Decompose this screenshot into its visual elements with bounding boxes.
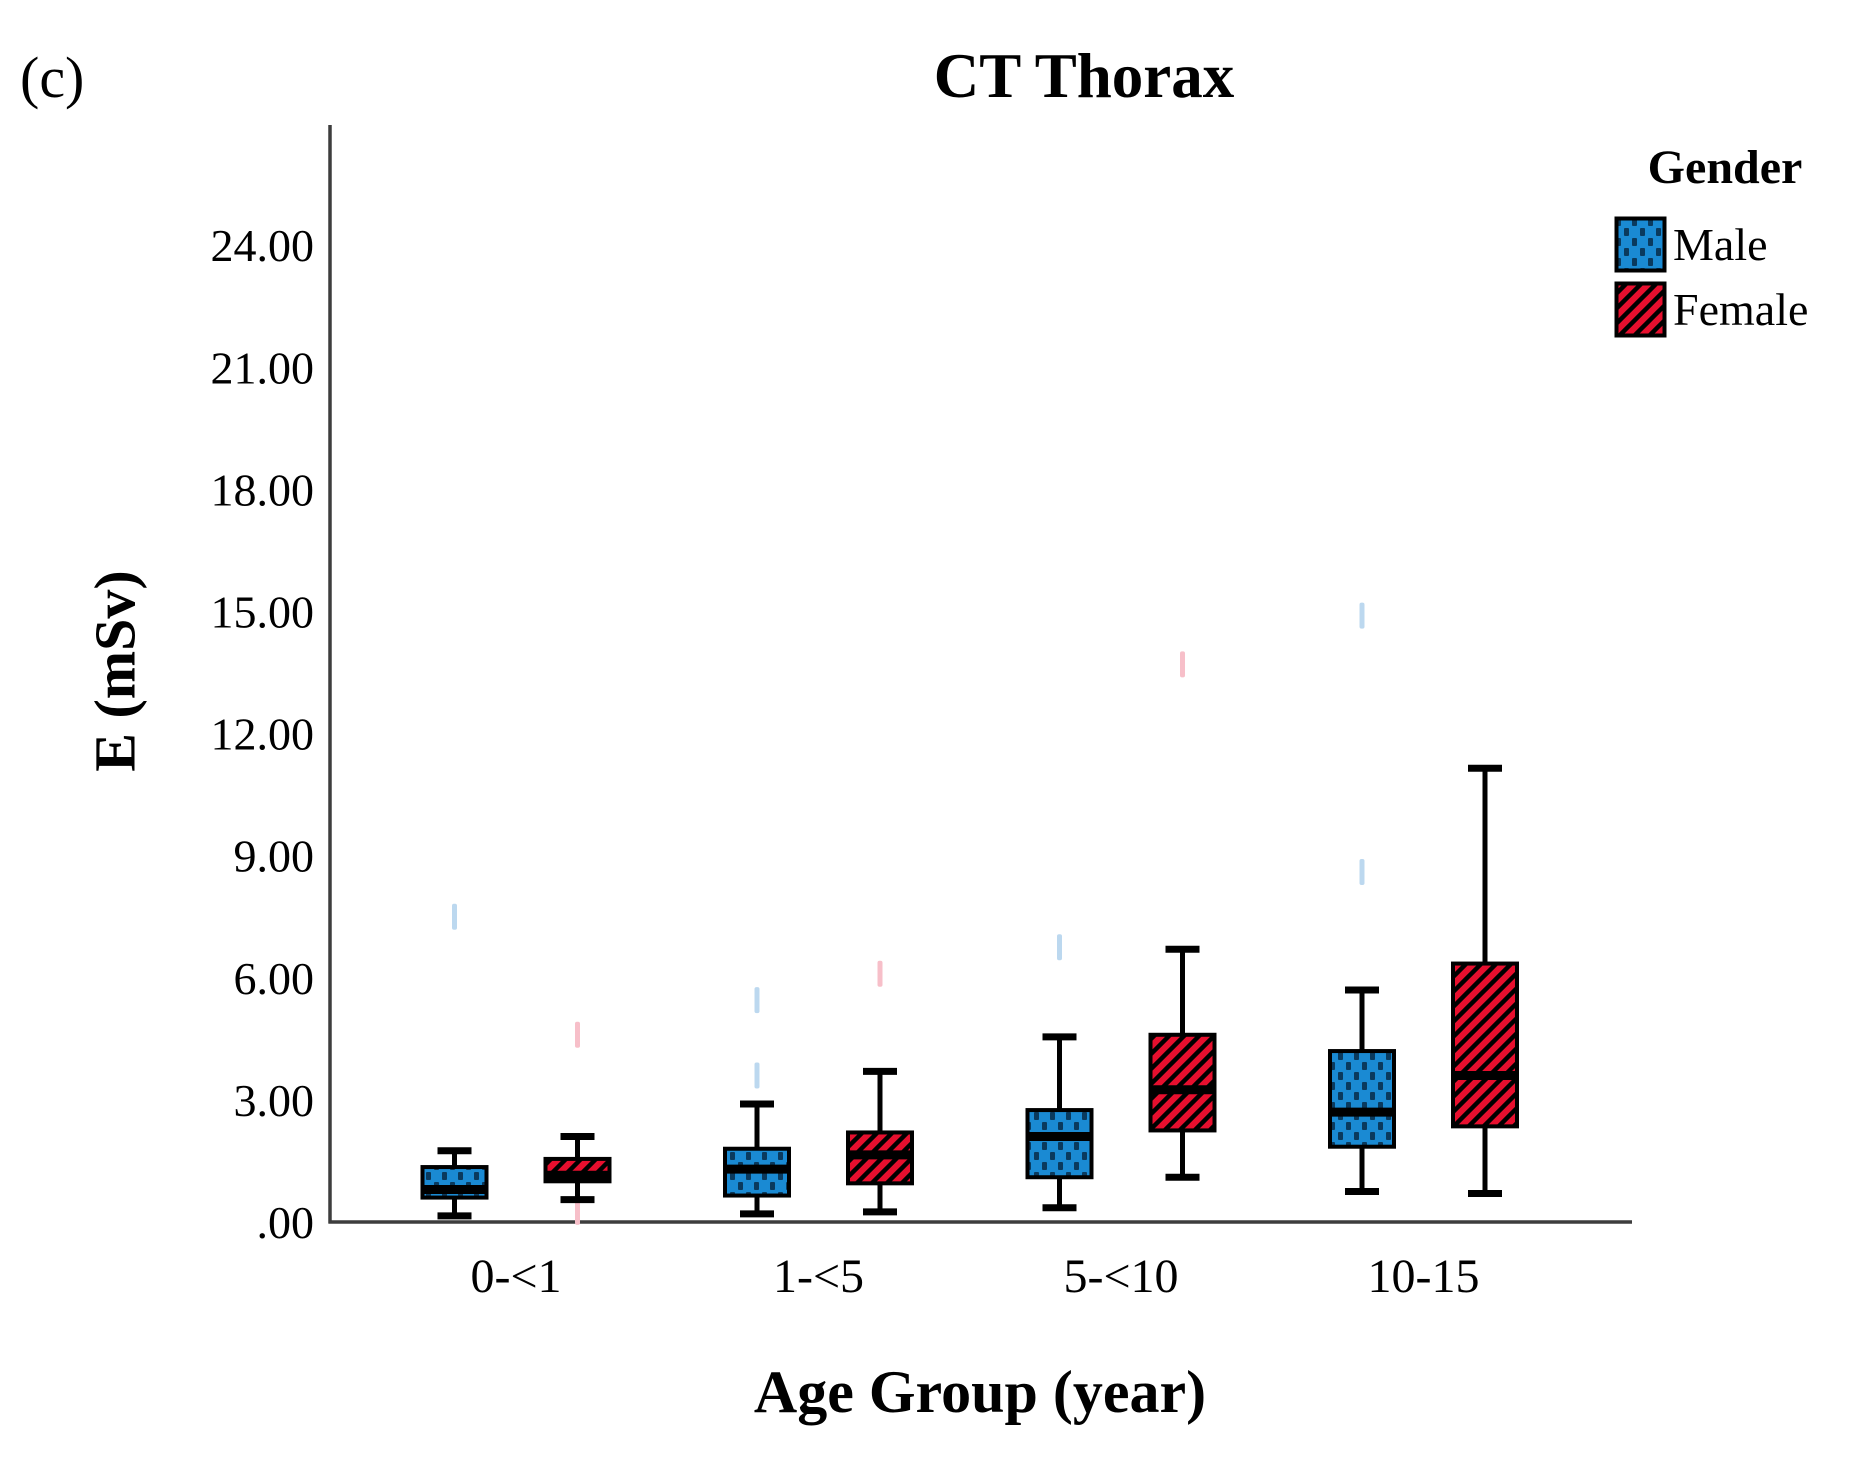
legend-title: Gender xyxy=(1647,141,1803,194)
outlier-mark-female-0-0 xyxy=(575,1021,580,1048)
panel-letter-label: (c) xyxy=(20,45,85,110)
x-axis-title: Age Group (year) xyxy=(753,1359,1207,1425)
outlier-mark-female-0-1 xyxy=(575,1198,580,1225)
outlier-mark-male-1-1 xyxy=(754,1062,760,1089)
legend-entry-male: Male xyxy=(1614,216,1768,273)
y-tick-label-7: 21.00 xyxy=(211,342,315,393)
female-swatch-icon xyxy=(1614,281,1667,338)
outlier-mark-male-1-0 xyxy=(754,987,760,1014)
outlier-mark-female-1-0 xyxy=(877,960,883,987)
box-male-3 xyxy=(1328,1049,1396,1149)
x-category-label-3: 10-15 xyxy=(1368,1250,1480,1303)
y-tick-label-1: 3.00 xyxy=(234,1075,315,1126)
box-male-2 xyxy=(1025,1108,1094,1180)
legend-label-male: Male xyxy=(1673,218,1768,270)
x-category-label-2: 5-<10 xyxy=(1063,1250,1178,1303)
y-tick-label-6: 18.00 xyxy=(211,464,315,515)
x-category-label-1: 1-<5 xyxy=(773,1250,864,1303)
box-female-3 xyxy=(1451,961,1519,1129)
outlier-mark-male-3-0 xyxy=(1359,602,1365,629)
y-axis-title: E (mSv) xyxy=(82,570,148,772)
outlier-mark-female-2-0 xyxy=(1180,651,1185,678)
outlier-mark-male-0-0 xyxy=(452,903,457,930)
outlier-mark-male-2-0 xyxy=(1057,934,1062,961)
y-tick-label-3: 9.00 xyxy=(234,831,315,882)
box-female-2 xyxy=(1148,1032,1217,1133)
y-tick-label-2: 6.00 xyxy=(234,953,315,1004)
x-category-label-0: 0-<1 xyxy=(470,1250,561,1303)
y-tick-label-4: 12.00 xyxy=(211,709,315,760)
chart-title: CT Thorax xyxy=(933,41,1235,111)
outlier-mark-male-3-1 xyxy=(1359,858,1365,885)
y-tick-label-0: .00 xyxy=(257,1197,315,1248)
legend-entry-female: Female xyxy=(1614,281,1808,338)
y-tick-label-8: 24.00 xyxy=(211,220,315,271)
legend-label-female: Female xyxy=(1673,283,1809,335)
y-tick-label-5: 15.00 xyxy=(211,587,315,638)
male-swatch-icon xyxy=(1614,216,1667,273)
